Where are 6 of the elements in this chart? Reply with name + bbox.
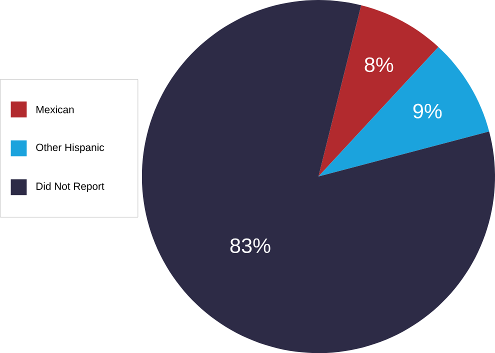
data-label: 8% [364, 57, 394, 72]
legend-label: Mexican [36, 106, 74, 114]
legend-label: Did Not Report [36, 182, 104, 192]
data-label: 83% [230, 238, 270, 253]
data-label: 9% [413, 104, 442, 118]
legend-label: Other Hispanic [36, 143, 104, 154]
